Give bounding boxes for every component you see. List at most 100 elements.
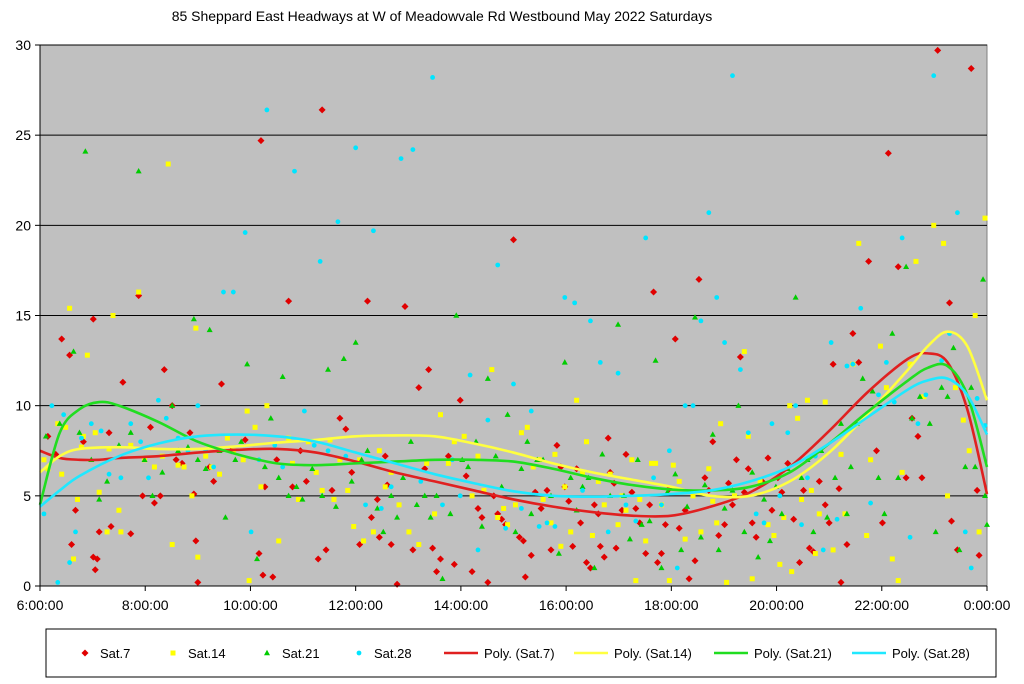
point-sat-21 <box>859 375 866 381</box>
point-sat-21 <box>261 463 268 470</box>
point-sat-28 <box>118 475 124 481</box>
point-sat-7 <box>257 137 265 145</box>
point-sat-14 <box>313 469 319 475</box>
point-sat-28 <box>785 430 791 436</box>
point-sat-7 <box>373 495 381 503</box>
point-sat-28 <box>230 289 236 295</box>
point-sat-21 <box>646 517 653 524</box>
point-sat-21 <box>76 429 83 435</box>
point-sat-21 <box>279 373 286 380</box>
point-sat-14 <box>718 421 724 427</box>
point-sat-28 <box>633 518 639 524</box>
point-sat-28 <box>745 430 751 436</box>
point-sat-14 <box>607 471 613 477</box>
point-sat-7 <box>302 477 310 485</box>
point-sat-21 <box>427 514 434 520</box>
point-sat-7 <box>415 384 423 392</box>
point-sat-7 <box>58 335 66 343</box>
point-sat-21 <box>972 463 979 470</box>
point-sat-7 <box>194 578 202 586</box>
x-tick-label: 0:00:00 <box>964 597 1011 613</box>
point-sat-7 <box>805 544 813 552</box>
point-sat-7 <box>72 506 80 514</box>
point-sat-7 <box>146 423 154 431</box>
point-sat-21 <box>591 564 598 571</box>
point-sat-7 <box>946 299 954 307</box>
point-sat-28 <box>343 453 349 459</box>
point-sat-28 <box>820 547 826 553</box>
point-sat-28 <box>572 300 578 306</box>
point-sat-28 <box>467 372 473 378</box>
point-sat-21 <box>374 505 381 511</box>
point-sat-28 <box>793 403 799 409</box>
point-sat-14 <box>258 484 264 490</box>
point-sat-14 <box>838 451 844 457</box>
point-sat-7 <box>364 297 372 305</box>
point-sat-21 <box>875 474 882 480</box>
point-sat-7 <box>160 366 168 374</box>
point-sat-7 <box>768 506 776 514</box>
point-sat-7 <box>139 492 147 500</box>
point-sat-21 <box>984 521 990 527</box>
point-sat-7 <box>285 297 293 305</box>
point-sat-7 <box>565 497 573 505</box>
point-sat-14 <box>438 412 444 418</box>
point-sat-14 <box>461 433 467 439</box>
point-sat-21 <box>950 344 957 351</box>
point-sat-7 <box>537 504 545 512</box>
point-sat-28 <box>883 359 889 365</box>
point-sat-21 <box>778 510 785 517</box>
point-sat-21 <box>701 481 708 488</box>
point-sat-21 <box>528 510 535 517</box>
point-sat-14 <box>382 484 388 490</box>
point-sat-21 <box>980 276 987 282</box>
point-sat-21 <box>447 510 454 517</box>
point-sat-14 <box>540 496 546 502</box>
legend: Sat.7 Sat.14 Sat.21 Sat.28 Poly. (Sat.7) Poly… <box>81 646 970 661</box>
point-sat-14 <box>771 533 777 539</box>
point-sat-21 <box>847 463 854 470</box>
point-sat-14 <box>495 514 501 520</box>
point-sat-7 <box>796 559 804 567</box>
point-sat-7 <box>484 578 492 586</box>
point-sat-28 <box>371 228 376 234</box>
point-sat-21 <box>932 528 939 535</box>
point-sat-7 <box>821 501 829 509</box>
point-sat-28 <box>730 73 735 79</box>
point-sat-14 <box>505 522 511 528</box>
point-sat-21 <box>465 463 472 470</box>
point-sat-7 <box>172 456 180 464</box>
point-sat-28 <box>962 529 968 535</box>
point-sat-21 <box>843 510 850 517</box>
point-sat-7 <box>632 504 640 512</box>
point-sat-21 <box>869 388 876 394</box>
point-sat-7 <box>510 236 517 244</box>
point-sat-21 <box>96 496 103 502</box>
point-sat-7 <box>815 477 823 485</box>
point-sat-14 <box>931 222 937 228</box>
point-sat-14 <box>331 496 337 502</box>
legend-label-sat-7: Sat.7 <box>100 646 130 661</box>
point-sat-7 <box>348 468 356 476</box>
point-sat-21 <box>810 528 817 535</box>
point-sat-14 <box>406 529 412 535</box>
point-sat-21 <box>944 393 951 399</box>
x-tick-label: 20:00:00 <box>749 597 804 613</box>
point-sat-21 <box>222 514 229 520</box>
point-sat-14 <box>982 215 988 221</box>
point-sat-14 <box>812 551 818 557</box>
point-sat-28 <box>674 565 680 571</box>
point-sat-14 <box>822 399 828 405</box>
point-sat-28 <box>430 75 436 80</box>
point-sat-14 <box>676 478 682 484</box>
point-sat-21 <box>518 465 525 471</box>
point-sat-21 <box>735 402 742 408</box>
point-sat-7 <box>855 358 863 366</box>
point-sat-7 <box>241 436 249 444</box>
point-sat-14 <box>741 349 747 355</box>
point-sat-28 <box>868 500 873 506</box>
y-axis-ticks: 0 5 10 15 20 25 30 <box>15 37 40 594</box>
point-sat-28 <box>146 475 151 481</box>
point-sat-14 <box>789 569 795 575</box>
